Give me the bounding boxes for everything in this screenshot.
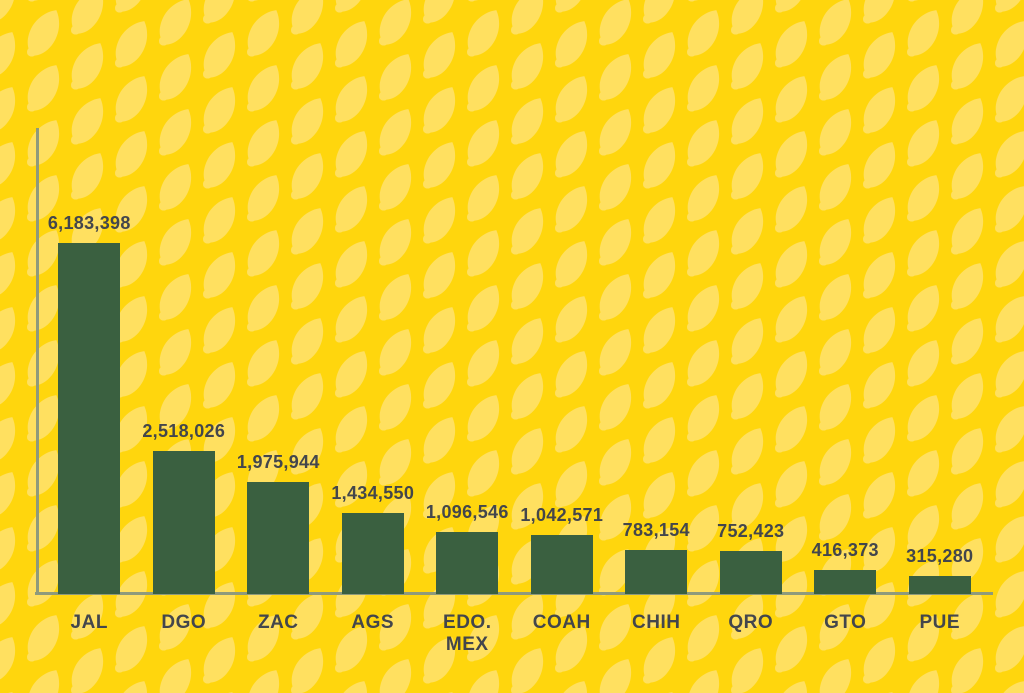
bar [625, 549, 688, 594]
bar-group: 1,975,944 ZAC [231, 0, 326, 633]
category-label: ZAC [257, 612, 299, 633]
bar-chart: 6,183,398 JAL 2,518,026 DGO 1,975,944 ZAC 1,43… [42, 0, 988, 656]
bar-group: 315,280 PUE [893, 0, 988, 633]
bar-value-label: 783,154 [622, 519, 690, 540]
bar-value-label: 416,373 [811, 540, 879, 561]
category-label: JAL [70, 612, 108, 633]
category-label: PUE [919, 612, 961, 633]
bar [814, 570, 877, 594]
bar [247, 481, 310, 594]
bar-group: 6,183,398 JAL [42, 0, 137, 633]
category-label: GTO [824, 612, 867, 633]
bar-group: 1,434,550 AGS [326, 0, 421, 633]
bar-group: 783,154 CHIH [609, 0, 704, 634]
bar-value-label: 752,423 [717, 521, 785, 542]
y-axis-line [36, 128, 39, 595]
bar-value-label: 1,096,546 [425, 501, 509, 522]
bar-group: 1,042,571 COAH [515, 0, 610, 633]
bar [530, 534, 593, 594]
bar-value-label: 2,518,026 [142, 421, 226, 442]
x-axis-line [35, 592, 993, 595]
bar [58, 243, 121, 594]
bar-group: 2,518,026 DGO [137, 0, 232, 633]
category-label: EDO. MEX [443, 612, 492, 656]
bar-group: 1,096,546 EDO. MEX [420, 0, 515, 656]
bar [152, 451, 215, 594]
category-label: DGO [161, 612, 207, 633]
bar [908, 576, 971, 594]
bar [719, 551, 782, 594]
category-label: COAH [532, 612, 591, 633]
bar-value-label: 1,975,944 [236, 451, 320, 472]
bar [341, 512, 404, 594]
bar [436, 531, 499, 594]
category-label: AGS [351, 612, 395, 633]
bar-value-label: 315,280 [906, 546, 974, 567]
bar-group: 752,423 QRO [704, 0, 799, 633]
bar-value-label: 1,042,571 [520, 504, 604, 525]
category-label: QRO [728, 612, 774, 633]
bar-group: 416,373 GTO [798, 0, 893, 633]
bar-value-label: 6,183,398 [47, 213, 131, 233]
category-label: CHIH [632, 612, 681, 633]
bar-value-label: 1,434,550 [331, 482, 415, 503]
